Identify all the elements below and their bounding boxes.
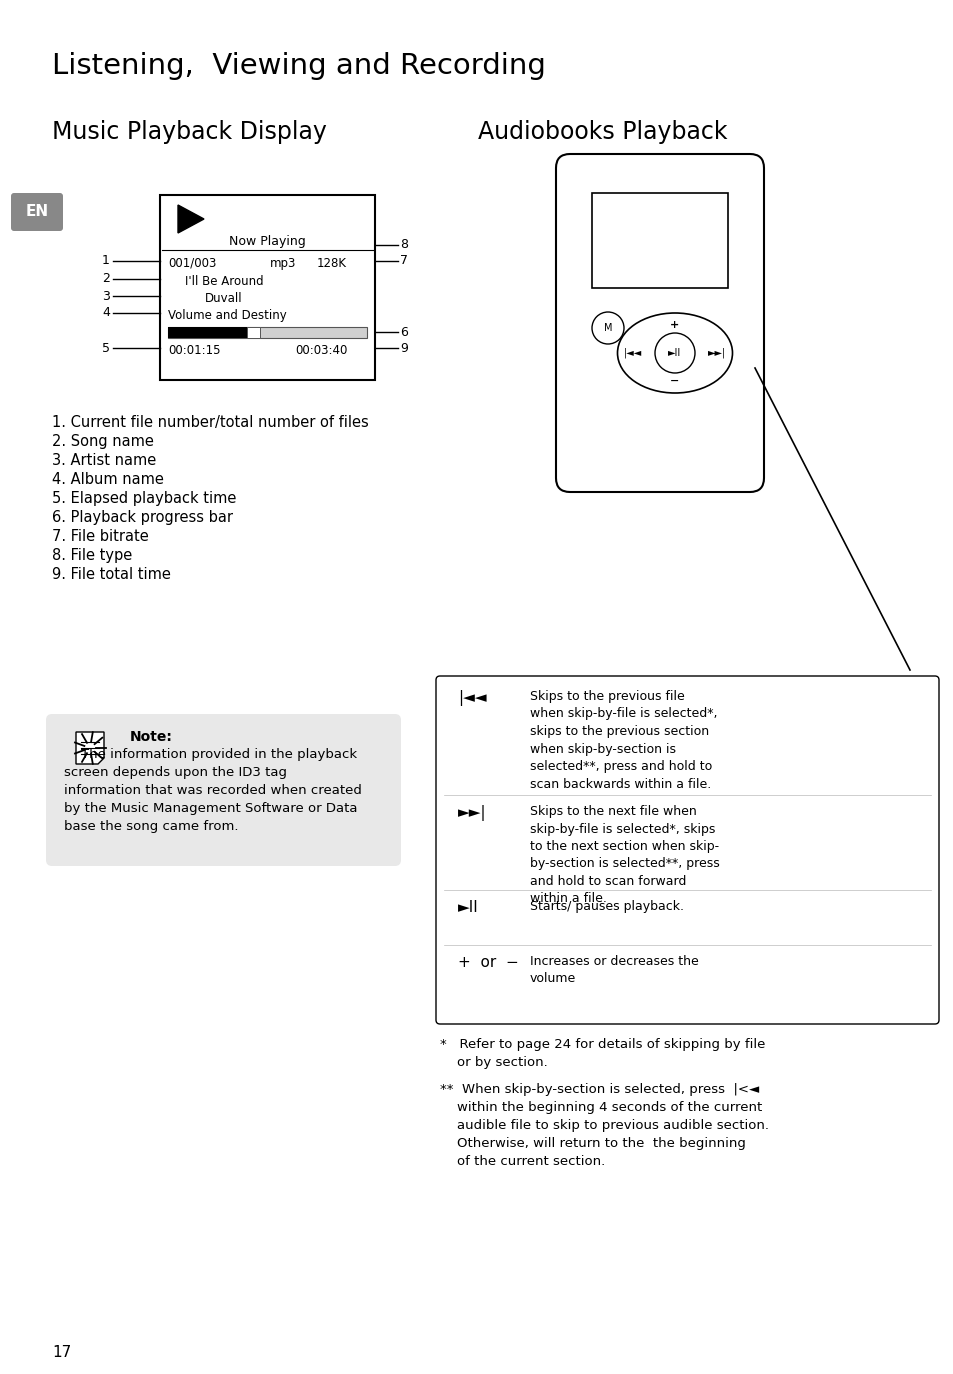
Text: Starts/ pauses playback.: Starts/ pauses playback.	[530, 900, 683, 912]
Text: Now Playing: Now Playing	[229, 235, 306, 247]
Text: I'll Be Around: I'll Be Around	[185, 275, 263, 289]
Text: |◄◄: |◄◄	[457, 690, 486, 706]
Text: 9: 9	[399, 342, 408, 354]
Text: 4: 4	[102, 306, 110, 320]
Text: Increases or decreases the
volume: Increases or decreases the volume	[530, 955, 698, 985]
Polygon shape	[76, 732, 104, 764]
Text: ►►|: ►►|	[457, 805, 486, 822]
Text: 6. Playback progress bar: 6. Playback progress bar	[52, 510, 233, 525]
Text: Audiobooks Playback: Audiobooks Playback	[477, 120, 727, 144]
Text: 8: 8	[399, 239, 408, 251]
Text: 17: 17	[52, 1345, 71, 1360]
Text: 3. Artist name: 3. Artist name	[52, 453, 156, 469]
Text: Music Playback Display: Music Playback Display	[52, 120, 327, 144]
Bar	[246, 327, 259, 338]
Text: −: −	[670, 376, 679, 386]
Text: Skips to the next file when
skip-by-file is selected*, skips
to the next section: Skips to the next file when skip-by-file…	[530, 805, 719, 905]
Text: 2. Song name: 2. Song name	[52, 434, 153, 449]
Text: +  or  −: + or −	[457, 955, 518, 970]
Text: M: M	[603, 323, 612, 333]
Text: 7: 7	[399, 254, 408, 268]
Text: +: +	[670, 320, 679, 330]
Text: 1: 1	[102, 254, 110, 268]
Bar	[592, 192, 727, 289]
FancyBboxPatch shape	[46, 714, 400, 866]
Text: *   Refer to page 24 for details of skipping by file
    or by section.: * Refer to page 24 for details of skippi…	[439, 1037, 764, 1069]
Polygon shape	[178, 205, 204, 234]
Ellipse shape	[617, 313, 732, 393]
Text: 001/003: 001/003	[168, 257, 216, 271]
Text: 3: 3	[102, 290, 110, 302]
Text: 4. Album name: 4. Album name	[52, 473, 164, 486]
FancyBboxPatch shape	[436, 676, 938, 1024]
Text: Volume and Destiny: Volume and Destiny	[168, 309, 287, 322]
Text: Skips to the previous file
when skip-by-file is selected*,
skips to the previous: Skips to the previous file when skip-by-…	[530, 690, 717, 790]
Text: mp3: mp3	[270, 257, 296, 271]
Text: 5: 5	[102, 342, 110, 354]
FancyBboxPatch shape	[556, 154, 763, 492]
Circle shape	[592, 312, 623, 344]
Text: 9. File total time: 9. File total time	[52, 567, 171, 583]
Text: |◄◄: |◄◄	[623, 348, 641, 359]
Circle shape	[655, 333, 695, 372]
Text: 00:01:15: 00:01:15	[168, 344, 220, 357]
Bar	[168, 327, 367, 338]
Text: 8. File type: 8. File type	[52, 548, 132, 563]
Text: 00:03:40: 00:03:40	[294, 344, 347, 357]
Text: Duvall: Duvall	[205, 293, 242, 305]
Text: ►►|: ►►|	[707, 348, 725, 359]
Text: Listening,  Viewing and Recording: Listening, Viewing and Recording	[52, 52, 545, 80]
Text: 7. File bitrate: 7. File bitrate	[52, 529, 149, 544]
Text: ►II: ►II	[457, 900, 478, 915]
Text: EN: EN	[26, 205, 49, 220]
Text: 6: 6	[399, 326, 408, 338]
Text: 5. Elapsed playback time: 5. Elapsed playback time	[52, 491, 236, 506]
Bar	[160, 195, 375, 381]
Text: 1. Current file number/total number of files: 1. Current file number/total number of f…	[52, 415, 369, 430]
Text: ►II: ►II	[668, 348, 680, 359]
Text: **  When skip-by-section is selected, press  |<◄
    within the beginning 4 seco: ** When skip-by-section is selected, pre…	[439, 1083, 768, 1168]
Text: 2: 2	[102, 272, 110, 286]
Text: Note:: Note:	[130, 730, 172, 743]
Text: The information provided in the playback
screen depends upon the ID3 tag
informa: The information provided in the playback…	[64, 747, 361, 833]
Bar	[168, 327, 248, 338]
Text: 128K: 128K	[316, 257, 347, 271]
FancyBboxPatch shape	[11, 192, 63, 231]
